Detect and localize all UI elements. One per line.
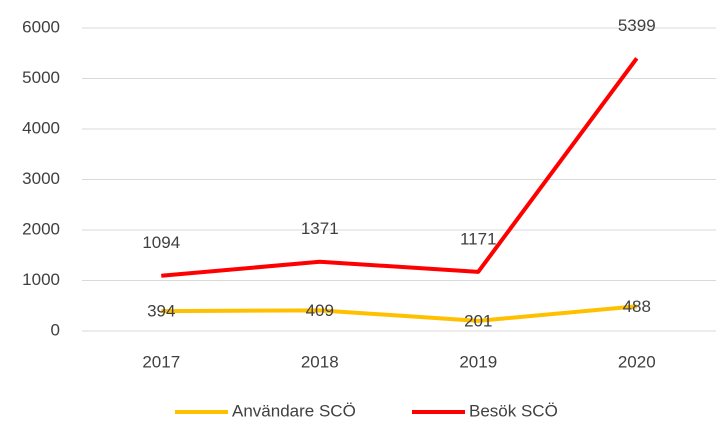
y-tick-label: 3000 xyxy=(22,169,60,188)
data-label: 1094 xyxy=(142,233,180,252)
y-tick-label: 5000 xyxy=(22,68,60,87)
y-tick-label: 4000 xyxy=(22,118,60,137)
data-label: 1371 xyxy=(301,219,339,238)
data-label: 201 xyxy=(464,311,492,330)
y-tick-label: 2000 xyxy=(22,219,60,238)
data-label: 488 xyxy=(623,297,651,316)
y-tick-label: 6000 xyxy=(22,17,60,36)
x-tick-label: 2019 xyxy=(459,352,497,371)
data-label: 409 xyxy=(306,301,334,320)
data-label: 394 xyxy=(147,302,175,321)
legend-label: Användare SCÖ xyxy=(232,401,356,420)
series-line xyxy=(161,304,637,323)
x-tick-label: 2017 xyxy=(142,352,180,371)
data-label: 1171 xyxy=(460,229,497,248)
y-tick-label: 0 xyxy=(51,320,60,339)
data-label: 5399 xyxy=(618,16,656,35)
legend-label: Besök SCÖ xyxy=(469,401,558,420)
series-line xyxy=(161,57,639,278)
y-tick-label: 1000 xyxy=(22,270,60,289)
x-tick-label: 2020 xyxy=(618,352,656,371)
x-tick-label: 2018 xyxy=(301,352,339,371)
